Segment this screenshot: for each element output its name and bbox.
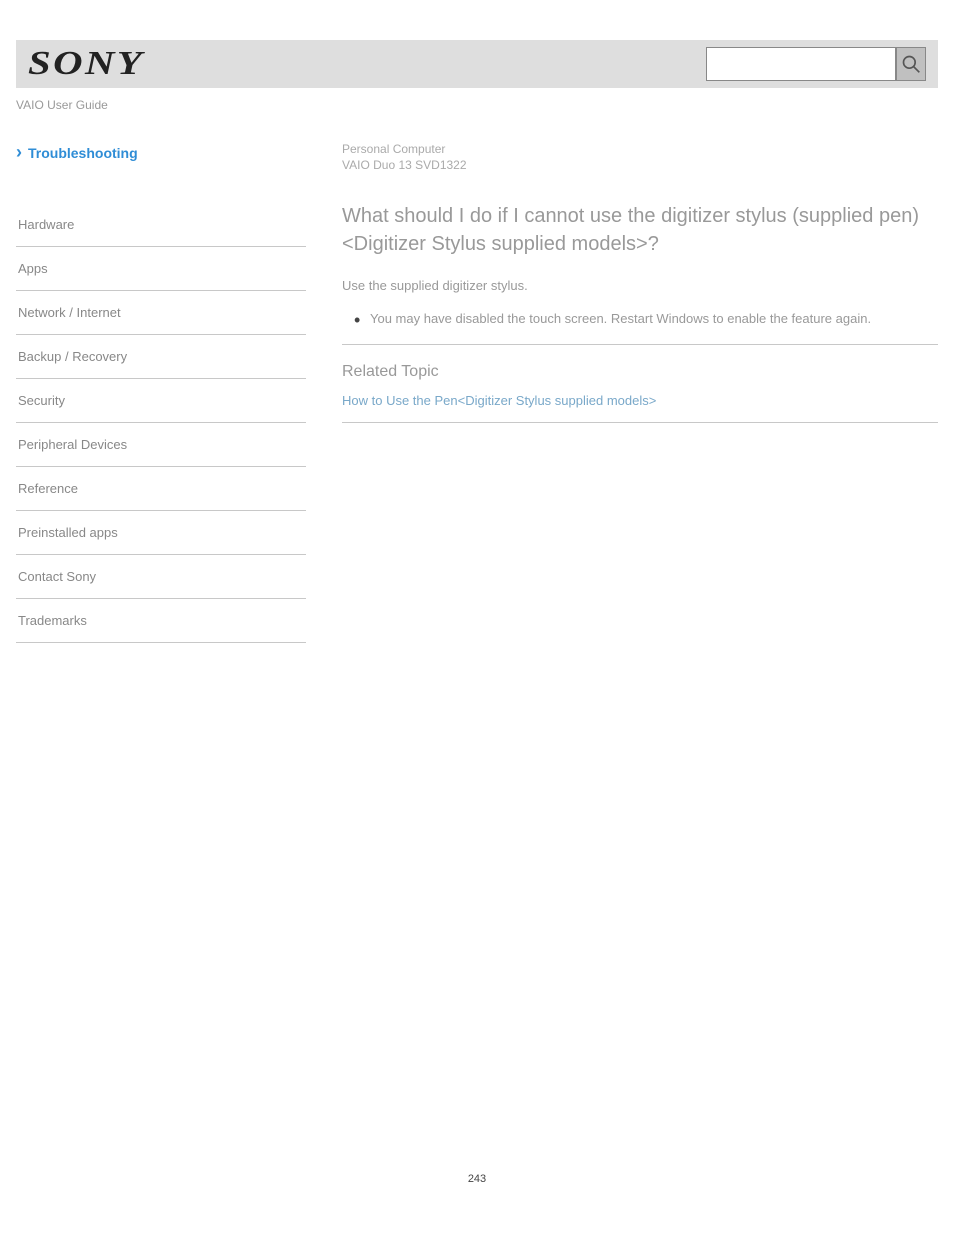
- header-bar: SONY: [16, 40, 938, 88]
- sidebar-item-trademarks[interactable]: Trademarks: [16, 599, 306, 643]
- sidebar-item-contact[interactable]: Contact Sony: [16, 555, 306, 599]
- sidebar-item-reference[interactable]: Reference: [16, 467, 306, 511]
- sidebar-item-peripherals[interactable]: Peripheral Devices: [16, 423, 306, 467]
- sidebar-list: Hardware Apps Network / Internet Backup …: [16, 203, 306, 643]
- search-group: [706, 47, 926, 81]
- sidebar-item-preinstalled[interactable]: Preinstalled apps: [16, 511, 306, 555]
- brand-logo: SONY: [28, 45, 144, 83]
- related-heading: Related Topic: [342, 363, 938, 381]
- section-divider: [342, 344, 938, 345]
- related-link[interactable]: How to Use the Pen<Digitizer Stylus supp…: [342, 393, 938, 408]
- top-nav-left: VAIO User Guide: [16, 98, 108, 112]
- section-divider-2: [342, 422, 938, 423]
- main-area: Personal Computer VAIO Duo 13 SVD1322 Wh…: [306, 142, 938, 643]
- search-input[interactable]: [706, 47, 896, 81]
- sidebar-item-apps[interactable]: Apps: [16, 247, 306, 291]
- sidebar-heading[interactable]: › Troubleshooting: [16, 142, 306, 163]
- search-button[interactable]: [896, 47, 926, 81]
- model-series: VAIO Duo 13 SVD1322: [342, 158, 938, 172]
- search-icon: [901, 54, 921, 74]
- sidebar-item-network[interactable]: Network / Internet: [16, 291, 306, 335]
- sidebar-heading-text: Troubleshooting: [28, 145, 138, 161]
- content-wrap: › Troubleshooting Hardware Apps Network …: [16, 112, 938, 643]
- sidebar-item-backup[interactable]: Backup / Recovery: [16, 335, 306, 379]
- page-title: What should I do if I cannot use the dig…: [342, 202, 938, 258]
- page-lead: Use the supplied digitizer stylus.: [342, 278, 938, 293]
- sidebar-item-hardware[interactable]: Hardware: [16, 203, 306, 247]
- sidebar: › Troubleshooting Hardware Apps Network …: [16, 142, 306, 643]
- page-number: 243: [0, 1173, 954, 1185]
- top-nav: VAIO User Guide: [16, 98, 938, 112]
- bullet-item: You may have disabled the touch screen. …: [342, 311, 938, 326]
- chevron-right-icon: ›: [16, 142, 22, 163]
- sidebar-item-security[interactable]: Security: [16, 379, 306, 423]
- model-name: Personal Computer: [342, 142, 938, 156]
